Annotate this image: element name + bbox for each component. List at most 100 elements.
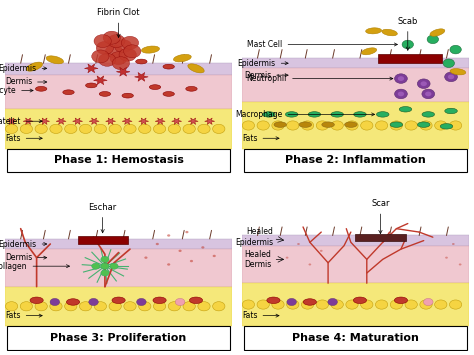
Circle shape — [445, 257, 448, 259]
Circle shape — [183, 124, 195, 133]
Circle shape — [417, 79, 430, 88]
Polygon shape — [89, 118, 99, 125]
Text: Eschar: Eschar — [89, 203, 117, 233]
Circle shape — [167, 263, 170, 266]
Text: Dermis: Dermis — [244, 71, 288, 80]
Circle shape — [443, 59, 455, 67]
Text: Macrophage: Macrophage — [235, 110, 374, 119]
Ellipse shape — [30, 297, 43, 304]
Circle shape — [94, 302, 107, 311]
Circle shape — [5, 124, 18, 133]
Circle shape — [286, 257, 289, 259]
Text: Phase 2: Inflammation: Phase 2: Inflammation — [285, 155, 426, 165]
Circle shape — [449, 121, 462, 130]
Circle shape — [328, 299, 337, 306]
Bar — [242, 58, 469, 69]
Circle shape — [198, 124, 210, 133]
Text: Fats: Fats — [5, 134, 42, 143]
Circle shape — [167, 234, 170, 237]
Ellipse shape — [322, 122, 334, 127]
Circle shape — [99, 53, 116, 66]
Polygon shape — [172, 118, 182, 125]
Text: Healed
Dermis: Healed Dermis — [244, 250, 271, 269]
Circle shape — [257, 300, 269, 309]
Ellipse shape — [382, 29, 397, 36]
Circle shape — [435, 300, 447, 309]
Circle shape — [320, 250, 323, 252]
Ellipse shape — [267, 297, 280, 304]
Circle shape — [422, 89, 435, 99]
Ellipse shape — [445, 108, 457, 114]
Ellipse shape — [399, 106, 412, 112]
Circle shape — [137, 299, 146, 306]
Polygon shape — [23, 118, 33, 125]
Circle shape — [287, 121, 299, 130]
Circle shape — [309, 263, 311, 266]
Ellipse shape — [422, 112, 435, 117]
Circle shape — [179, 250, 182, 252]
Bar — [356, 234, 405, 241]
Circle shape — [35, 124, 47, 133]
Circle shape — [213, 255, 216, 257]
Ellipse shape — [365, 28, 382, 34]
Circle shape — [115, 40, 132, 53]
Circle shape — [435, 121, 447, 130]
Circle shape — [154, 302, 166, 311]
Circle shape — [316, 300, 328, 309]
Polygon shape — [116, 67, 130, 76]
Circle shape — [20, 302, 33, 311]
Ellipse shape — [149, 85, 161, 89]
Text: Mast Cell: Mast Cell — [247, 40, 397, 49]
Text: Epidermis: Epidermis — [0, 64, 47, 73]
Circle shape — [138, 302, 151, 311]
Circle shape — [144, 256, 147, 259]
Circle shape — [101, 270, 109, 276]
Ellipse shape — [299, 122, 311, 127]
Circle shape — [213, 124, 225, 133]
Text: Healed
Epidermis: Healed Epidermis — [235, 228, 273, 247]
Circle shape — [201, 246, 204, 248]
Circle shape — [50, 302, 62, 311]
Circle shape — [346, 300, 358, 309]
Circle shape — [398, 76, 404, 81]
Polygon shape — [138, 118, 149, 125]
Circle shape — [124, 45, 141, 58]
Polygon shape — [84, 64, 98, 73]
Bar — [378, 54, 442, 63]
Circle shape — [101, 263, 109, 269]
Ellipse shape — [263, 112, 275, 117]
Circle shape — [316, 121, 328, 130]
Circle shape — [190, 260, 193, 262]
Text: Phase 3: Proliferation: Phase 3: Proliferation — [50, 333, 187, 343]
Polygon shape — [188, 118, 198, 125]
Circle shape — [331, 300, 343, 309]
Circle shape — [121, 36, 138, 49]
Circle shape — [109, 124, 121, 133]
Bar — [5, 63, 232, 75]
Circle shape — [375, 300, 388, 309]
Circle shape — [301, 300, 314, 309]
Ellipse shape — [63, 90, 74, 95]
Circle shape — [213, 302, 225, 311]
Circle shape — [346, 121, 358, 130]
Circle shape — [198, 302, 210, 311]
Ellipse shape — [46, 56, 64, 64]
Ellipse shape — [308, 112, 321, 117]
Bar — [7, 148, 230, 173]
Polygon shape — [39, 118, 50, 125]
Ellipse shape — [136, 59, 147, 64]
Polygon shape — [205, 118, 215, 125]
Ellipse shape — [66, 299, 80, 305]
Text: Dermis: Dermis — [5, 77, 47, 87]
Circle shape — [390, 121, 402, 130]
Text: Epidermis: Epidermis — [0, 240, 47, 248]
Ellipse shape — [163, 92, 174, 96]
Circle shape — [331, 121, 343, 130]
Circle shape — [92, 263, 100, 269]
Ellipse shape — [122, 93, 133, 98]
Text: Fats: Fats — [5, 311, 42, 320]
Circle shape — [5, 302, 18, 311]
Circle shape — [94, 124, 107, 133]
Polygon shape — [73, 118, 82, 125]
Circle shape — [80, 124, 92, 133]
